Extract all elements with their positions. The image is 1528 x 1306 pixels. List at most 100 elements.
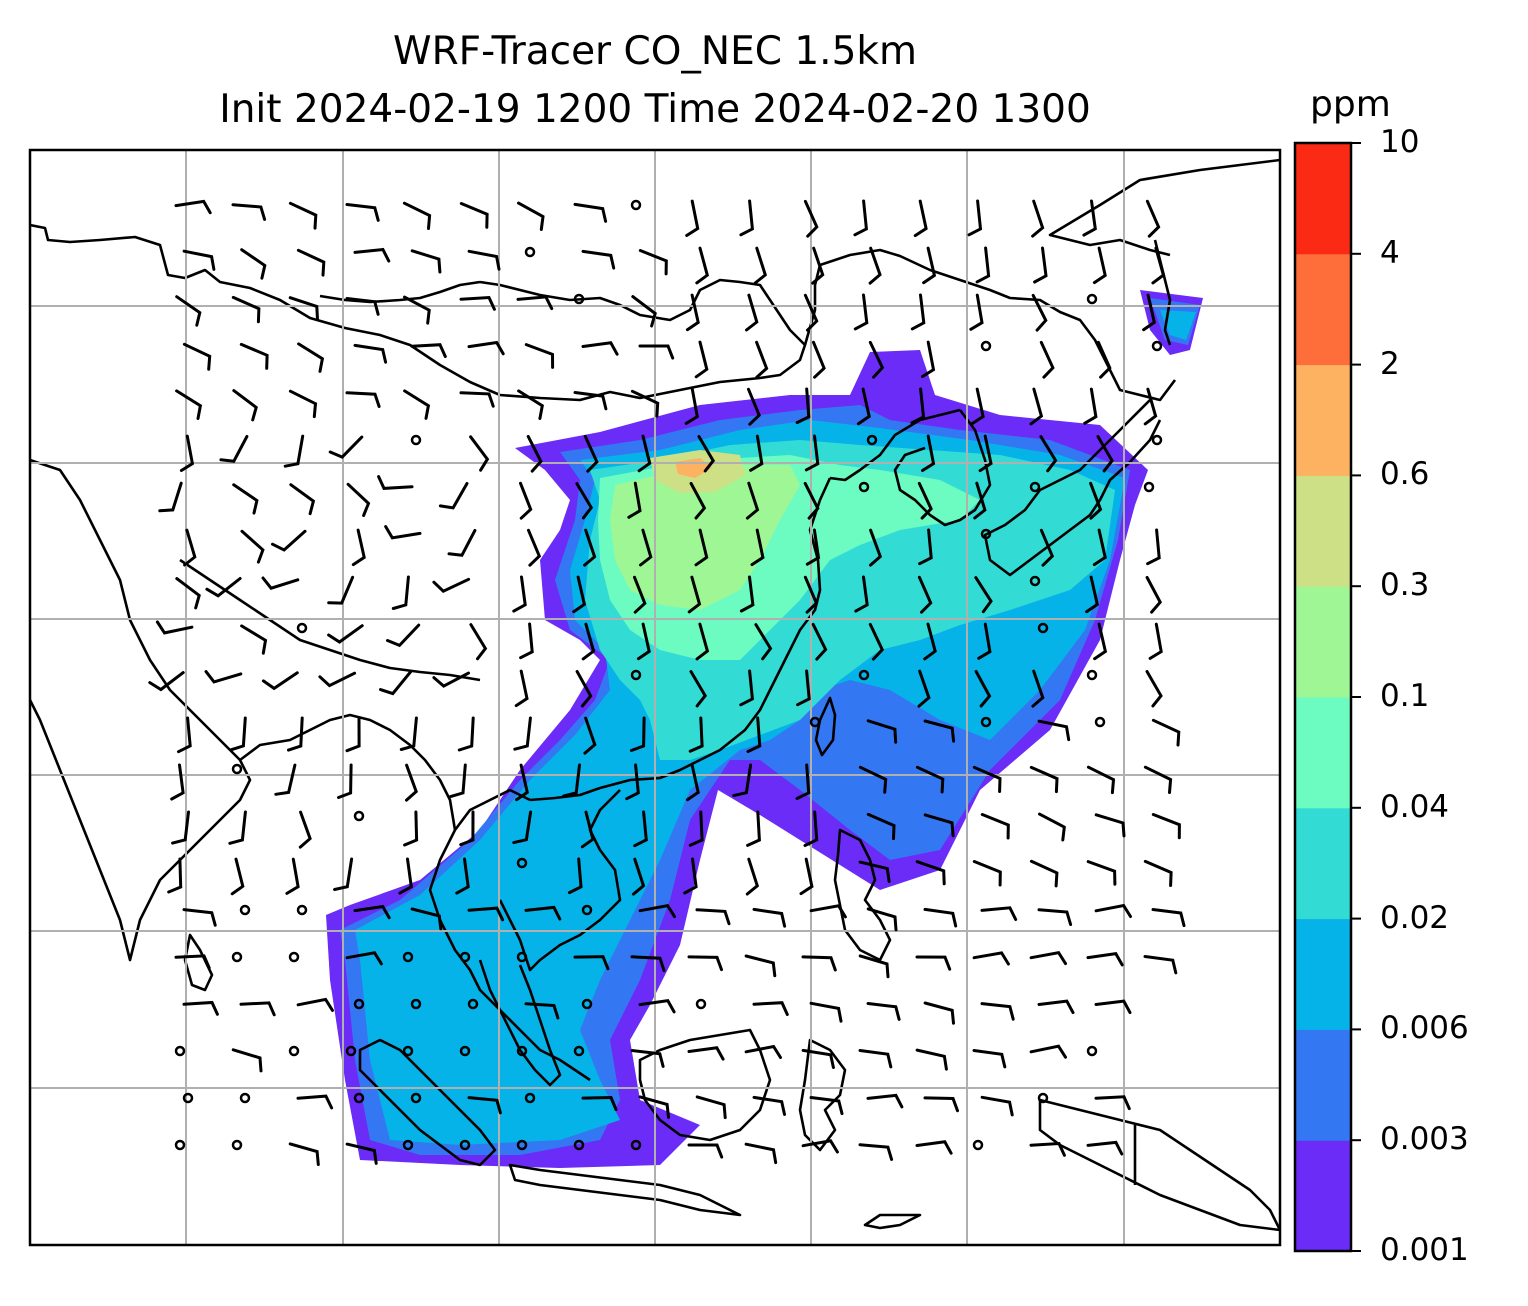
wind-barb xyxy=(345,716,361,753)
wind-barb xyxy=(573,391,608,411)
wind-calm-circle xyxy=(459,951,471,963)
wind-barb xyxy=(524,1002,560,1020)
wind-calm-circle xyxy=(239,1092,251,1104)
wind-barb xyxy=(1037,719,1071,742)
wind-barb xyxy=(869,528,883,567)
wind-calm-circle xyxy=(410,998,422,1010)
wind-barb xyxy=(174,199,212,215)
wind-barb xyxy=(289,483,316,516)
wind-barb xyxy=(297,342,325,373)
tracer-plume xyxy=(326,290,1203,1168)
wind-barb xyxy=(636,622,651,661)
wind-barb xyxy=(1143,765,1173,794)
wind-barb xyxy=(575,482,594,520)
wind-barb xyxy=(638,344,675,360)
wind-barb xyxy=(923,1096,959,1113)
wind-barb xyxy=(805,528,821,566)
wind-barb xyxy=(205,577,242,598)
wind-barb xyxy=(1143,859,1173,887)
wind-barb xyxy=(271,529,307,552)
wind-barb xyxy=(467,1096,502,1115)
wind-barb xyxy=(377,475,414,490)
wind-barb xyxy=(685,293,700,332)
coastline-bay-bengal xyxy=(239,713,457,831)
wind-barb xyxy=(403,295,431,325)
wind-barb xyxy=(345,203,380,222)
wind-barb xyxy=(459,391,495,408)
wind-barb xyxy=(573,955,610,971)
wind-calm-circle xyxy=(630,669,642,681)
wind-barb xyxy=(1143,387,1158,426)
wind-barb xyxy=(1086,1140,1124,1156)
wind-calm-circle xyxy=(858,669,870,681)
coastline-sumatra xyxy=(358,1038,497,1167)
wind-barb xyxy=(746,810,761,847)
wind-barb xyxy=(921,340,936,378)
plume-band-01 xyxy=(610,465,800,610)
wind-barb xyxy=(288,389,318,419)
wind-barb xyxy=(1086,765,1116,795)
wind-barb xyxy=(972,765,1002,793)
colorbar-tick-label: 0.003 xyxy=(1380,1121,1469,1158)
wind-calm-circle xyxy=(174,1045,186,1057)
wind-calm-circle xyxy=(1086,1045,1098,1057)
wind-barb xyxy=(167,857,183,894)
wind-barb xyxy=(689,482,707,520)
wind-barb xyxy=(980,1002,1015,1021)
wind-barb xyxy=(739,575,755,613)
wind-barb xyxy=(175,389,203,420)
wind-calm-circle xyxy=(1029,481,1041,493)
wind-barb xyxy=(921,434,936,472)
colorbar-tick-label: 0.3 xyxy=(1380,567,1430,604)
wind-barb xyxy=(631,295,657,328)
wind-barb xyxy=(457,716,475,752)
gridlines xyxy=(30,150,1280,1245)
wind-barb xyxy=(915,1048,948,1071)
wind-barb xyxy=(517,389,544,420)
wind-barb xyxy=(745,293,759,332)
wind-barb xyxy=(1029,387,1044,426)
wind-barb xyxy=(910,387,926,425)
wind-barb xyxy=(801,1048,835,1069)
colorbar-segment xyxy=(1295,253,1351,366)
wind-barb xyxy=(353,904,391,920)
colorbar-tick-label: 10 xyxy=(1380,124,1420,160)
wind-barb xyxy=(183,528,197,567)
wind-barb xyxy=(182,908,217,927)
wind-barb xyxy=(459,295,496,311)
wind-barb xyxy=(1092,528,1107,567)
wind-barb xyxy=(1039,435,1058,473)
wind-barb xyxy=(1145,670,1163,708)
wind-barb xyxy=(856,387,871,426)
wind-barb xyxy=(527,528,542,567)
wind-barb xyxy=(977,622,992,660)
wind-barb xyxy=(581,341,619,356)
wind-barb xyxy=(868,622,885,661)
wind-barb xyxy=(583,528,597,567)
wind-barb xyxy=(175,295,202,327)
colorbar-segment xyxy=(1295,143,1351,255)
wind-barb xyxy=(1029,859,1059,888)
wind-barb xyxy=(755,340,769,379)
wind-calm-circle xyxy=(1029,575,1041,587)
wind-barb xyxy=(240,624,268,655)
colorbar-segment xyxy=(1295,697,1351,809)
wind-barb xyxy=(910,293,926,331)
wind-barb xyxy=(575,670,593,708)
wind-barb xyxy=(327,575,355,605)
wind-barb xyxy=(228,810,247,845)
wind-barb xyxy=(629,716,646,752)
wind-barb xyxy=(1151,813,1181,840)
colorbar-unit-label: ppm xyxy=(1310,84,1391,125)
wind-barb xyxy=(581,622,596,661)
wind-barb xyxy=(746,716,762,753)
wind-barb xyxy=(972,1049,1007,1069)
wind-barb xyxy=(467,906,505,922)
colorbar-tick-label: 0.04 xyxy=(1380,788,1450,825)
wind-barb xyxy=(177,716,192,754)
wind-barb xyxy=(562,763,581,798)
coastline-north-russia xyxy=(1048,158,1280,257)
wind-barb xyxy=(318,671,357,688)
wind-barb xyxy=(512,575,527,613)
